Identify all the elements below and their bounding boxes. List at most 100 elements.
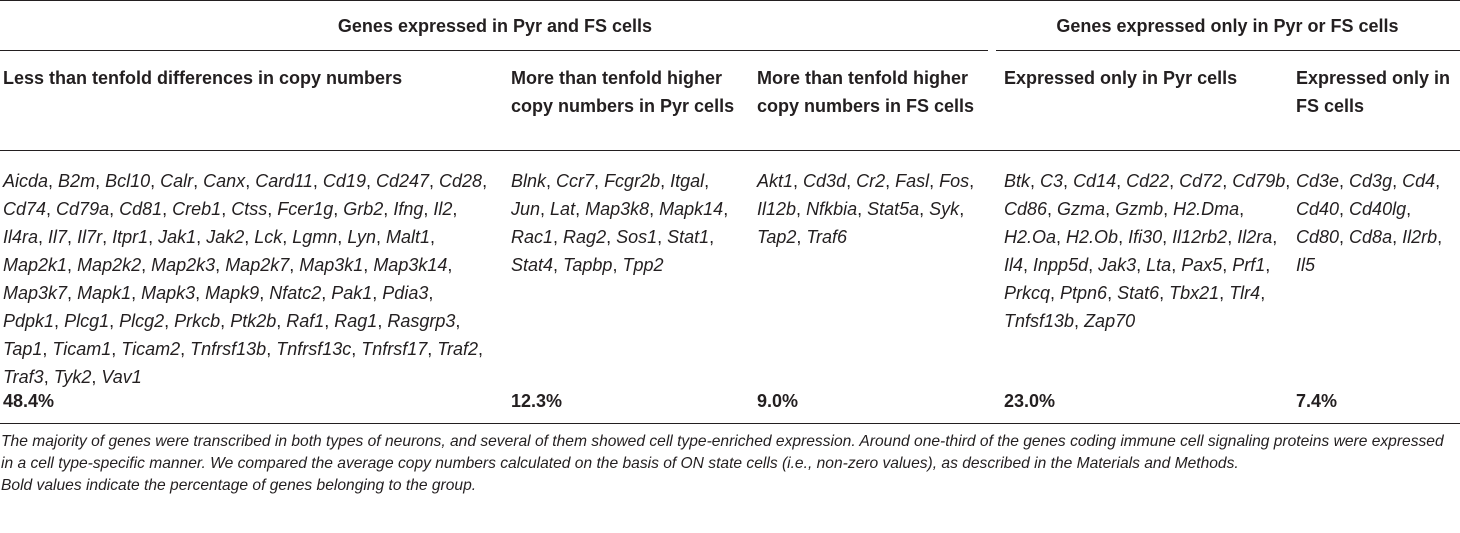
gene-name: Malt1 xyxy=(386,227,431,247)
gene-name: Zap70 xyxy=(1084,311,1136,331)
gene-name: Cd79a xyxy=(56,199,110,219)
gene-name: Blnk xyxy=(511,171,547,191)
gene-name: Tnfrsf13c xyxy=(276,339,352,359)
gene-name: Cd8a xyxy=(1349,227,1393,247)
header-rule xyxy=(0,150,1460,151)
gene-name: Tnfsf13b xyxy=(1004,311,1075,331)
gene-name: Il5 xyxy=(1296,255,1316,275)
group-rule-exclusive xyxy=(996,50,1460,51)
gene-name: Prkcq xyxy=(1004,283,1051,303)
gene-name: Mapk1 xyxy=(77,283,132,303)
gene-list-only-pyr: Btk, C3, Cd14, Cd22, Cd72, Cd79b, Cd86, … xyxy=(1004,171,1291,331)
gene-name: Syk xyxy=(929,199,960,219)
gene-name: Stat6 xyxy=(1117,283,1160,303)
gene-name: Tyk2 xyxy=(53,367,92,387)
gene-name: Tap1 xyxy=(3,339,43,359)
gene-name: Rag2 xyxy=(563,227,607,247)
gene-name: Jak1 xyxy=(158,227,197,247)
gene-list-only-fs: Cd3e, Cd3g, Cd4, Cd40, Cd40lg, Cd80, Cd8… xyxy=(1296,171,1443,275)
gene-name: Ctss xyxy=(231,199,268,219)
gene-name: Bcl10 xyxy=(105,171,151,191)
group-header-shared: Genes expressed in Pyr and FS cells xyxy=(337,16,653,36)
percent-higher-fs: 9.0% xyxy=(757,391,799,411)
gene-name: Fcgr2b xyxy=(604,171,661,191)
gene-name: Tap2 xyxy=(757,227,797,247)
column-header-less-tenfold: Less than tenfold differences in copy nu… xyxy=(3,68,403,88)
gene-name: Vav1 xyxy=(101,367,142,387)
gene-name: Ticam2 xyxy=(121,339,181,359)
footnote-text: The majority of genes were transcribed i… xyxy=(1,433,1444,472)
gene-name: Rag1 xyxy=(334,311,378,331)
gene-name: Map2k3 xyxy=(151,255,216,275)
gene-name: Il2 xyxy=(433,199,453,219)
gene-name: Pak1 xyxy=(331,283,373,303)
gene-name: Tnfrsf17 xyxy=(361,339,428,359)
gene-name: Tnfrsf13b xyxy=(190,339,267,359)
gene-name: Card11 xyxy=(255,171,313,191)
gene-name: Lta xyxy=(1146,255,1172,275)
group-header-exclusive: Genes expressed only in Pyr or FS cells xyxy=(1056,16,1399,36)
gene-list-less-tenfold: Aicda, B2m, Bcl10, Calr, Canx, Card11, C… xyxy=(3,171,488,387)
gene-name: Map2k2 xyxy=(77,255,142,275)
gene-name: Cd81 xyxy=(119,199,163,219)
gene-name: Il4 xyxy=(1004,255,1024,275)
gene-name: Sos1 xyxy=(616,227,658,247)
gene-name: Traf2 xyxy=(437,339,478,359)
gene-name: C3 xyxy=(1040,171,1064,191)
gene-name: Aicda xyxy=(3,171,49,191)
gene-name: Lyn xyxy=(347,227,377,247)
gene-name: Il7r xyxy=(77,227,103,247)
gene-name: Traf3 xyxy=(3,367,44,387)
gene-name: Mapk9 xyxy=(205,283,260,303)
gene-name: Fos xyxy=(939,171,970,191)
gene-name: Cd247 xyxy=(375,171,430,191)
gene-name: Prf1 xyxy=(1232,255,1266,275)
gene-name: Cd14 xyxy=(1073,171,1117,191)
gene-name: Cd28 xyxy=(439,171,483,191)
gene-name: Pdpk1 xyxy=(3,311,55,331)
column-header-higher-pyr: More than tenfold higher copy numbers in… xyxy=(511,68,735,116)
gene-name: Cd22 xyxy=(1126,171,1170,191)
gene-name: H2.Ob xyxy=(1066,227,1119,247)
table-footnote: The majority of genes were transcribed i… xyxy=(1,431,1457,497)
gene-name: Mapk14 xyxy=(659,199,724,219)
gene-name: Il2ra xyxy=(1237,227,1273,247)
gene-name: Cd3d xyxy=(803,171,847,191)
gene-name: Tpp2 xyxy=(622,255,664,275)
gene-name: Jak2 xyxy=(206,227,245,247)
gene-name: Stat5a xyxy=(867,199,920,219)
gene-name: Ifi30 xyxy=(1128,227,1163,247)
gene-name: Gzmb xyxy=(1115,199,1164,219)
gene-name: Cd86 xyxy=(1004,199,1048,219)
gene-name: Ccr7 xyxy=(556,171,595,191)
gene-name: Rasgrp3 xyxy=(387,311,456,331)
gene-name: Akt1 xyxy=(757,171,794,191)
gene-name: H2.Oa xyxy=(1004,227,1057,247)
gene-name: Lck xyxy=(254,227,283,247)
gene-name: Map2k7 xyxy=(225,255,290,275)
percent-only-fs: 7.4% xyxy=(1296,391,1338,411)
gene-name: Itpr1 xyxy=(112,227,149,247)
gene-name: Cd80 xyxy=(1296,227,1340,247)
gene-name: Map3k8 xyxy=(585,199,650,219)
gene-name: Fcer1g xyxy=(277,199,334,219)
footnote-bold-note: Bold values indicate the percentage of g… xyxy=(1,477,477,494)
gene-name: Nfatc2 xyxy=(269,283,322,303)
gene-name: B2m xyxy=(58,171,96,191)
gene-name: Traf6 xyxy=(806,227,848,247)
gene-name: Prkcb xyxy=(174,311,221,331)
gene-name: Tlr4 xyxy=(1229,283,1261,303)
gene-name: Ticam1 xyxy=(52,339,112,359)
gene-name: Tbx21 xyxy=(1169,283,1220,303)
gene-name: Cd74 xyxy=(3,199,47,219)
gene-name: Calr xyxy=(160,171,194,191)
group-rule-shared xyxy=(0,50,988,51)
gene-name: Canx xyxy=(203,171,246,191)
gene-name: Nfkbia xyxy=(806,199,858,219)
gene-name: Cd4 xyxy=(1402,171,1436,191)
gene-name: Ptk2b xyxy=(230,311,277,331)
gene-name: Ifng xyxy=(393,199,424,219)
gene-name: Creb1 xyxy=(172,199,222,219)
gene-name: Cd40 xyxy=(1296,199,1340,219)
gene-name: Cr2 xyxy=(856,171,886,191)
